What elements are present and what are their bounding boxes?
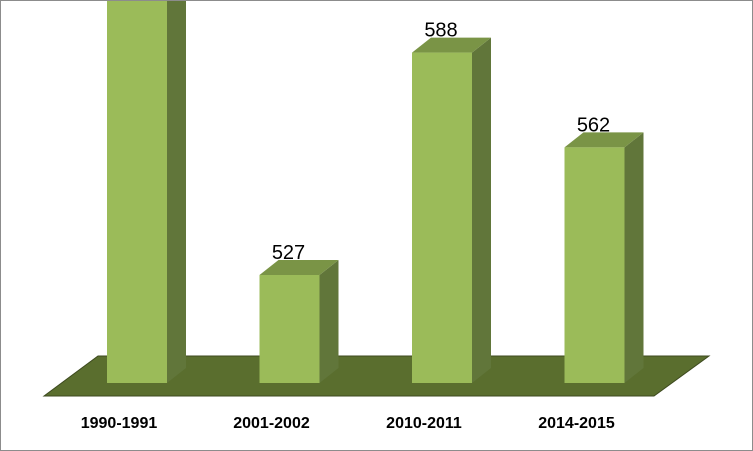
bar-top-face — [564, 132, 644, 148]
bar-top-face — [259, 260, 339, 275]
chart-floor — [42, 355, 711, 397]
x-tick-label: 2010-2011 — [386, 415, 462, 432]
bar-2001-2002 — [259, 260, 339, 383]
bar-top-face — [412, 37, 491, 53]
x-tick-label: 2001-2002 — [233, 415, 310, 432]
bar-side-face — [624, 132, 644, 383]
chart-labels-layer: 6091990-19915272001-20025882010-20115622… — [81, 20, 615, 432]
bar-front-face — [107, 1, 167, 383]
bar-front-face — [412, 52, 472, 383]
bar-2014-2015 — [564, 132, 644, 383]
bar-side-face — [472, 37, 491, 383]
chart-bars-layer — [107, 1, 644, 383]
data-label: 588 — [424, 20, 457, 42]
bar-side-face — [167, 1, 186, 383]
chart-floor-layer — [42, 355, 711, 397]
x-tick-label: 2014-2015 — [538, 415, 615, 432]
bar-front-face — [259, 275, 320, 383]
bar-front-face — [564, 147, 625, 383]
data-label: 562 — [577, 114, 610, 136]
x-tick-label: 1990-1991 — [81, 415, 158, 432]
bar-1990-1991 — [107, 1, 186, 383]
data-label: 527 — [272, 242, 305, 264]
bar-side-face — [319, 260, 339, 383]
bar-2010-2011 — [412, 37, 491, 383]
